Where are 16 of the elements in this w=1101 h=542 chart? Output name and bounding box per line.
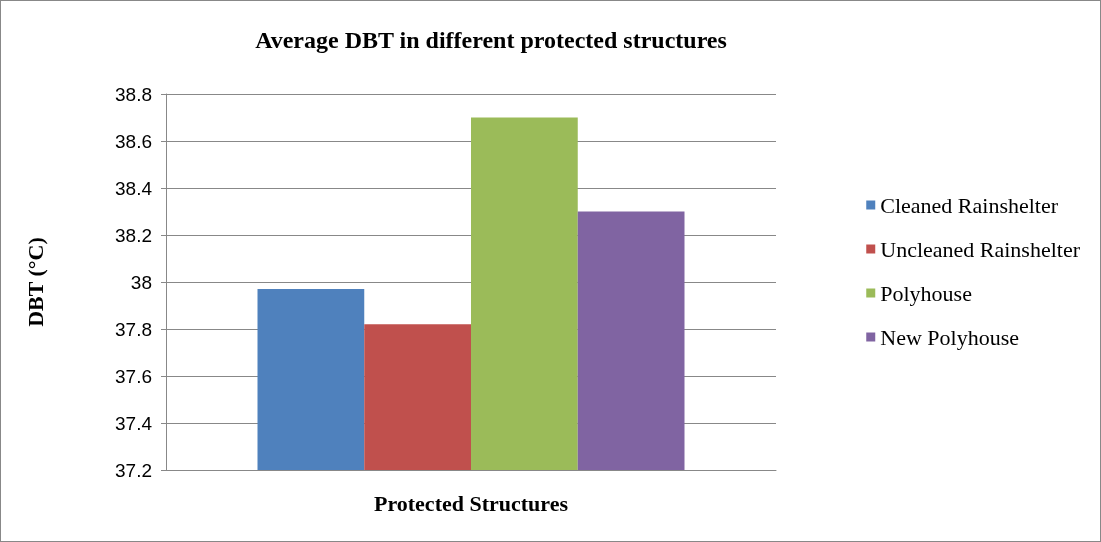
legend-label: Polyhouse bbox=[880, 280, 972, 306]
y-tick-label: 37.8 bbox=[115, 318, 152, 340]
y-axis-title: DBT (°C) bbox=[22, 237, 48, 327]
y-tick-label: 37.6 bbox=[115, 365, 152, 387]
y-tick-label: 38.8 bbox=[115, 83, 152, 105]
chart-title: Average DBT in different protected structures bbox=[255, 27, 727, 53]
y-tick-label: 37.2 bbox=[115, 459, 152, 481]
y-tick-label: 37.4 bbox=[115, 412, 153, 434]
legend-label: Cleaned Rainshelter bbox=[880, 192, 1059, 218]
legend-label: Uncleaned Rainshelter bbox=[880, 236, 1081, 262]
x-axis-title: Protected Structures bbox=[373, 490, 569, 516]
y-tick-label: 38.2 bbox=[115, 224, 152, 246]
legend-label: New Polyhouse bbox=[880, 324, 1019, 350]
y-tick-label: 38.6 bbox=[115, 130, 152, 152]
y-tick-label: 38 bbox=[130, 271, 152, 293]
y-tick-label: 38.4 bbox=[115, 177, 153, 199]
